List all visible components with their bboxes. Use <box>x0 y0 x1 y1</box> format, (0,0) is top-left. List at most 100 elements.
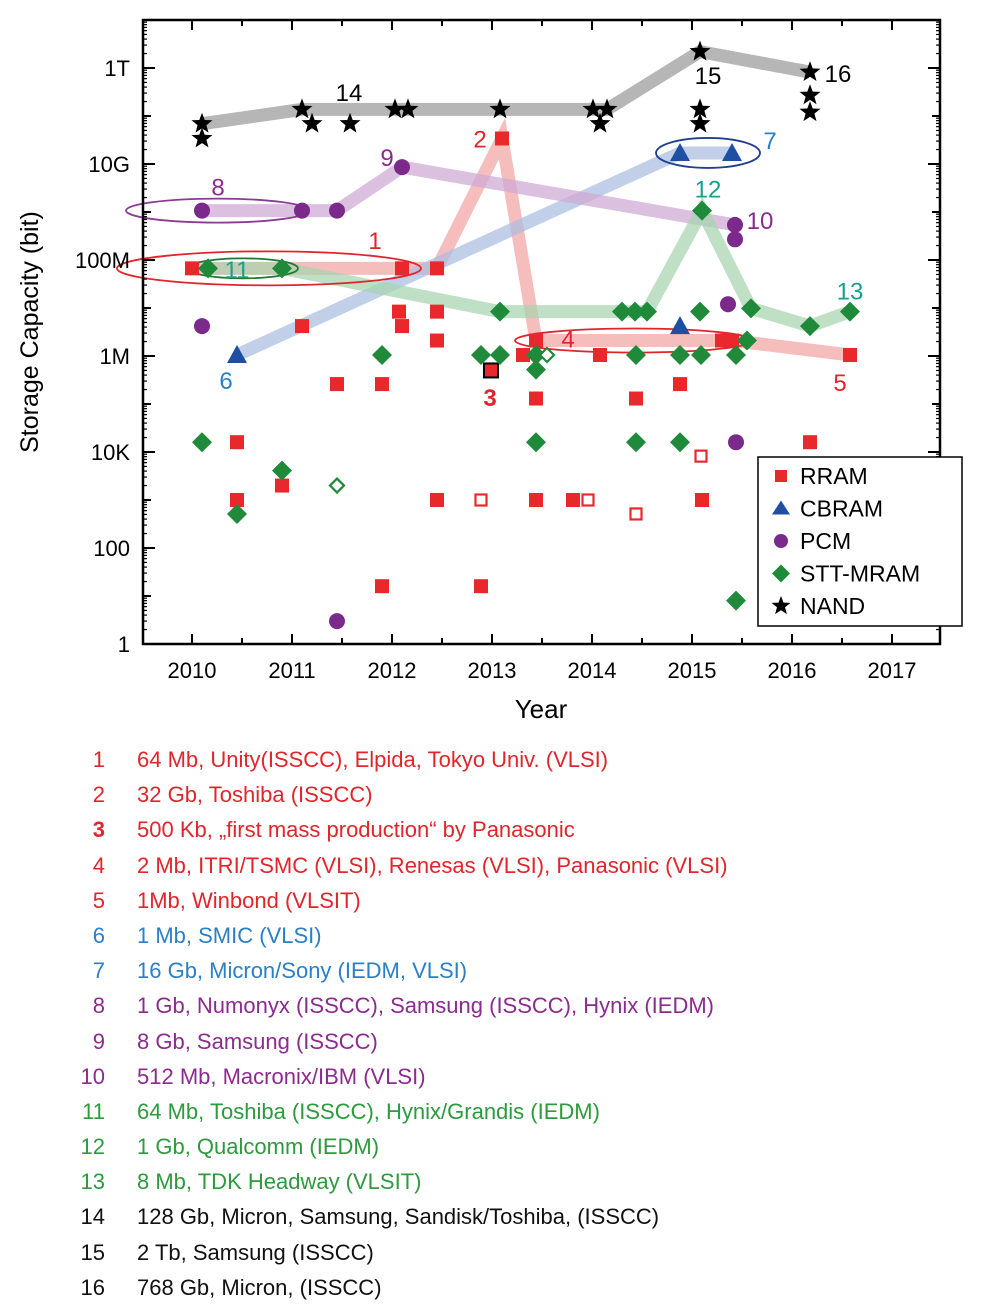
legend-star-icon <box>771 596 791 615</box>
reference-text: 1 Gb, Qualcomm (IEDM) <box>137 1134 380 1160</box>
x-tick-label: 2010 <box>168 658 217 683</box>
reference-list: 1 64 Mb, Unity(ISSCC), Elpida, Tokyo Univ… <box>0 742 990 1305</box>
reference-item: 6 1 Mb, SMIC (VLSI) <box>0 918 990 953</box>
annotation-label: 10 <box>747 208 774 235</box>
stt-mram-point <box>692 200 712 221</box>
rram-open-point <box>581 493 595 507</box>
legend-label: PCM <box>800 528 851 554</box>
stt-mram-point <box>272 460 292 481</box>
rram-point <box>230 493 244 507</box>
rram-point <box>392 304 406 319</box>
rram-point <box>629 391 643 406</box>
legend-box <box>757 456 963 627</box>
rram-point <box>725 333 739 348</box>
stt-mram-point <box>737 330 757 351</box>
pcm-point <box>727 231 743 248</box>
x-tick-label: 2015 <box>668 658 717 683</box>
reference-number: 5 <box>92 887 105 913</box>
rram-point <box>430 261 444 276</box>
y-tick-label: 10G <box>88 152 130 177</box>
x-axis-label: Year <box>515 694 568 724</box>
reference-text: 64 Mb, Unity(ISSCC), Elpida, Tokyo Univ.… <box>137 747 609 772</box>
reference-text: 512 Mb, Macronix/IBM (VLSI) <box>137 1063 426 1089</box>
pcm-point <box>720 296 736 313</box>
reference-number: 10 <box>80 1063 105 1089</box>
rram-point <box>430 333 444 348</box>
nand-point <box>689 112 711 133</box>
nand-point <box>384 98 406 119</box>
stt-mram-point <box>490 344 510 365</box>
nand-point <box>799 101 821 122</box>
legend: RRAM CBRAM PCM STT-MRAM NAND <box>757 456 963 627</box>
reference-number: 12 <box>80 1134 105 1160</box>
cbram-point <box>722 142 742 161</box>
reference-item: 16 768 Gb, Micron, (ISSCC) <box>0 1270 990 1305</box>
stt-mram-point <box>227 503 247 524</box>
stt-mram-point <box>372 344 392 365</box>
stt-mram-open-point <box>538 346 556 364</box>
stt-mram-point <box>726 590 746 611</box>
nand-point <box>596 98 618 119</box>
annotation-label: 5 <box>833 370 846 397</box>
cbram-point <box>670 316 690 335</box>
annotation-label: 4 <box>561 327 574 354</box>
stt-mram-point <box>800 316 820 337</box>
annotation-label: 2 <box>473 126 486 153</box>
reference-text: 1 Gb, Numonyx (ISSCC), Samsung (ISSCC), … <box>137 993 715 1019</box>
rram-open-point <box>694 449 708 463</box>
nand-point <box>589 112 611 133</box>
x-tick-label: 2017 <box>868 658 917 683</box>
reference-text: 64 Mb, Toshiba (ISSCC), Hynix/Grandis (I… <box>137 1098 600 1124</box>
annotation-label: 6 <box>219 368 232 395</box>
reference-item: 12 1 Gb, Qualcomm (IEDM) <box>0 1129 990 1164</box>
rram-point <box>529 493 543 507</box>
y-tick-label: 10K <box>91 440 130 465</box>
x-tick-label: 2012 <box>368 658 417 683</box>
legend-label: NAND <box>800 593 865 619</box>
annotation-label: 7 <box>763 128 776 155</box>
cbram-point <box>227 344 247 363</box>
reference-number: 1 <box>92 747 105 772</box>
y-tick-label: 100 <box>93 536 130 561</box>
rram-point <box>695 493 709 507</box>
reference-number: 8 <box>92 993 105 1019</box>
x-tick-label: 2011 <box>268 658 315 683</box>
stt-mram-point <box>726 344 746 365</box>
pcm-point <box>727 216 743 233</box>
pcm-point <box>394 159 410 176</box>
x-tick-label: 2016 <box>768 658 817 683</box>
nand-point <box>397 98 419 119</box>
stt-mram-point <box>690 301 710 322</box>
annotation-label: 12 <box>695 176 722 203</box>
rram-point <box>395 319 409 334</box>
pcm-point <box>329 613 345 630</box>
stt-mram-point <box>526 432 546 453</box>
annotation-label: 11 <box>225 257 250 284</box>
rram-point <box>275 478 289 493</box>
reference-item: 4 2 Mb, ITRI/TSMC (VLSI), Renesas (VLSI),… <box>0 848 990 883</box>
rram-point <box>295 319 309 334</box>
y-tick-label: 1 <box>118 632 130 657</box>
stt-mram-open-point <box>328 476 346 495</box>
reference-number: 13 <box>80 1169 105 1195</box>
rram-highlight-point <box>483 362 499 379</box>
rram-point <box>529 333 543 348</box>
reference-number: 9 <box>92 1028 105 1054</box>
rram-point <box>843 347 857 362</box>
reference-item: 7 16 Gb, Micron/Sony (IEDM, VLSI) <box>0 953 990 988</box>
rram-point <box>430 304 444 319</box>
pcm-point <box>329 202 345 219</box>
nand-point <box>689 98 711 119</box>
rram-point <box>566 493 580 507</box>
reference-item: 2 32 Gb, Toshiba (ISSCC) <box>0 777 990 812</box>
legend-triangle-icon <box>772 500 790 515</box>
reference-number: 6 <box>92 922 105 948</box>
reference-item: 3 500 Kb, „first mass production“ by Pana… <box>0 812 990 847</box>
reference-text: 768 Gb, Micron, (ISSCC) <box>137 1274 382 1300</box>
pcm-point <box>194 318 210 335</box>
rram-point <box>430 493 444 507</box>
nand-point <box>191 112 213 133</box>
legend-circle-icon <box>774 534 788 548</box>
rram-point <box>330 377 344 392</box>
